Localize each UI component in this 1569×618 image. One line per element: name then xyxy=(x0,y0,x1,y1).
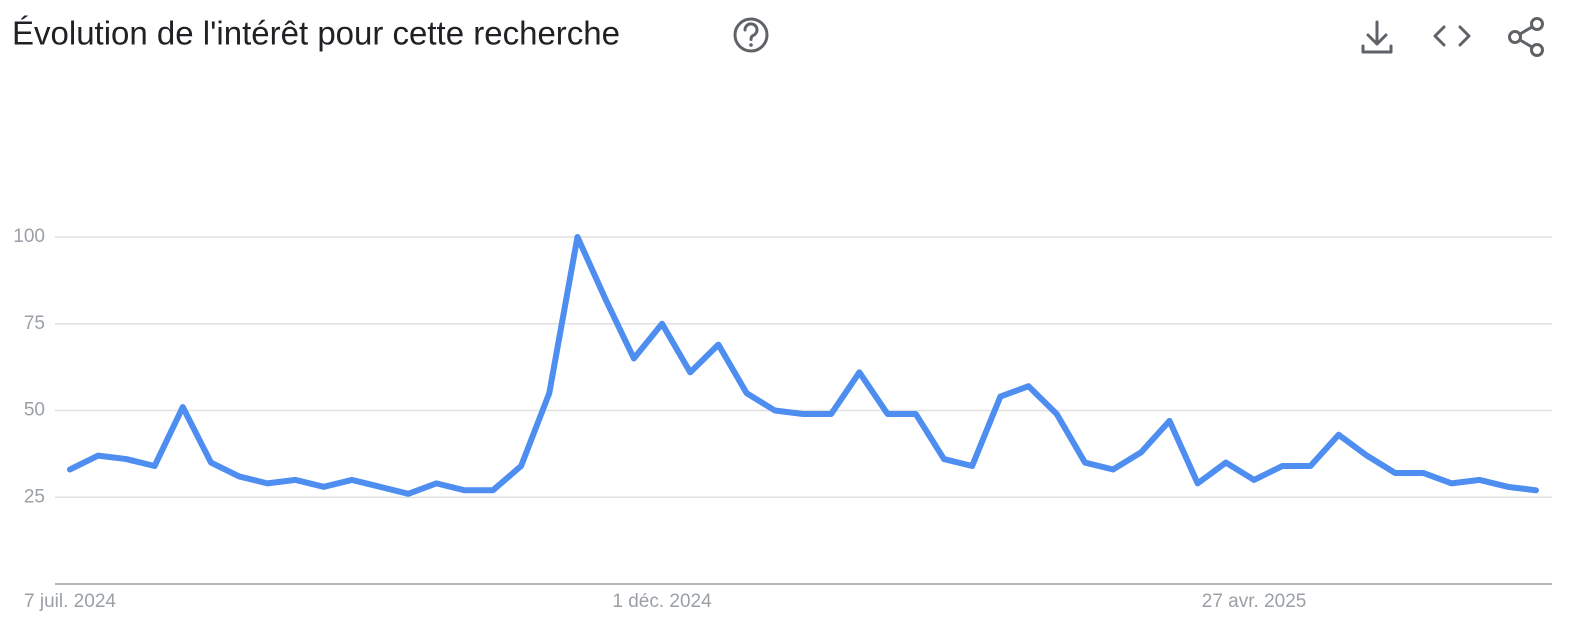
download-button[interactable] xyxy=(1361,20,1393,54)
trend-line xyxy=(67,234,1539,497)
y-tick-label: 25 xyxy=(24,486,45,507)
embed-button[interactable] xyxy=(1433,25,1471,47)
y-tick-label: 75 xyxy=(24,313,45,334)
chart-title: Évolution de l'intérêt pour cette recher… xyxy=(12,15,620,52)
help-icon[interactable] xyxy=(733,17,769,53)
y-tick-label: 50 xyxy=(24,400,45,421)
share-button[interactable] xyxy=(1508,17,1544,57)
x-tick-label: 27 avr. 2025 xyxy=(1202,591,1307,612)
x-tick-label: 1 déc. 2024 xyxy=(612,591,712,612)
y-tick-label: 100 xyxy=(13,226,45,247)
x-tick-label: 7 juil. 2024 xyxy=(24,591,116,612)
